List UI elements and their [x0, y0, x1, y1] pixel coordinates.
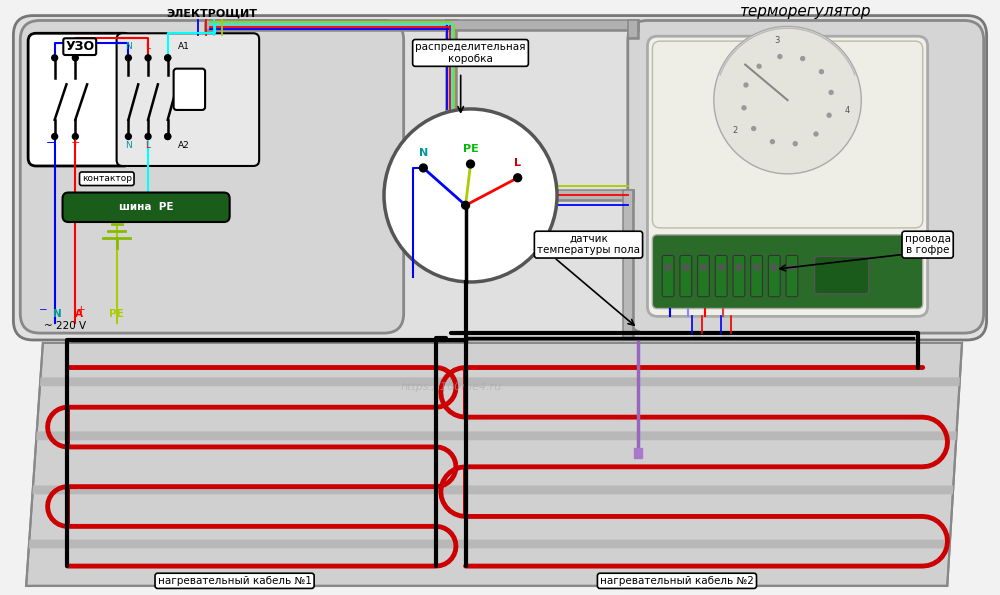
FancyBboxPatch shape: [815, 256, 869, 294]
Polygon shape: [29, 540, 950, 549]
Circle shape: [827, 113, 831, 117]
Circle shape: [165, 133, 171, 139]
Text: −: −: [39, 305, 48, 315]
Circle shape: [771, 264, 777, 270]
Circle shape: [701, 264, 706, 270]
Circle shape: [736, 264, 742, 270]
Circle shape: [145, 55, 151, 61]
FancyBboxPatch shape: [174, 68, 205, 110]
FancyBboxPatch shape: [652, 41, 923, 228]
Polygon shape: [36, 431, 957, 440]
Text: ЭЛЕКТРОЩИТ: ЭЛЕКТРОЩИТ: [166, 8, 257, 18]
Polygon shape: [32, 486, 953, 494]
Text: L: L: [146, 42, 151, 51]
Text: 3: 3: [774, 36, 780, 45]
Circle shape: [742, 106, 746, 109]
Text: +: +: [77, 305, 86, 315]
Text: N: N: [125, 42, 132, 51]
FancyBboxPatch shape: [13, 15, 987, 340]
FancyBboxPatch shape: [733, 255, 745, 297]
Circle shape: [770, 140, 774, 143]
Polygon shape: [26, 343, 962, 585]
FancyBboxPatch shape: [751, 255, 762, 297]
Circle shape: [714, 26, 861, 174]
Text: A2: A2: [178, 142, 189, 151]
Polygon shape: [40, 377, 960, 386]
Circle shape: [467, 160, 474, 168]
Circle shape: [801, 57, 805, 61]
Text: PE: PE: [463, 144, 478, 154]
FancyBboxPatch shape: [768, 255, 780, 297]
Circle shape: [462, 201, 470, 209]
Circle shape: [52, 133, 58, 139]
Text: https://100me4.ru: https://100me4.ru: [400, 382, 501, 392]
Circle shape: [683, 264, 689, 270]
Circle shape: [789, 264, 795, 270]
Text: нагревательный кабель №1: нагревательный кабель №1: [158, 576, 312, 586]
Circle shape: [752, 127, 756, 130]
Text: N: N: [53, 309, 62, 320]
Text: L: L: [514, 158, 521, 168]
Text: распределительная
коробка: распределительная коробка: [415, 42, 526, 64]
FancyBboxPatch shape: [662, 255, 674, 297]
Circle shape: [145, 133, 151, 139]
Text: −: −: [46, 139, 55, 148]
Circle shape: [419, 164, 427, 172]
Circle shape: [718, 264, 724, 270]
Circle shape: [665, 264, 671, 270]
Text: A: A: [75, 309, 83, 320]
FancyBboxPatch shape: [680, 255, 692, 297]
Circle shape: [125, 55, 131, 61]
Circle shape: [744, 83, 748, 87]
Circle shape: [165, 55, 171, 61]
FancyBboxPatch shape: [20, 20, 404, 333]
Text: 2: 2: [733, 126, 738, 135]
FancyBboxPatch shape: [647, 36, 928, 317]
Text: A1: A1: [178, 42, 189, 51]
Text: ~ 220 V: ~ 220 V: [44, 321, 87, 331]
Text: провода
в гофре: провода в гофре: [905, 234, 951, 255]
Bar: [634, 448, 642, 458]
Circle shape: [52, 55, 58, 61]
Text: PE: PE: [109, 309, 124, 320]
Circle shape: [514, 174, 522, 181]
Text: нагревательный кабель №2: нагревательный кабель №2: [600, 576, 754, 586]
Text: терморегулятор: терморегулятор: [740, 4, 871, 18]
Circle shape: [165, 133, 171, 139]
Circle shape: [814, 132, 818, 136]
Text: датчик
температуры пола: датчик температуры пола: [537, 234, 640, 255]
Circle shape: [125, 133, 131, 139]
FancyBboxPatch shape: [715, 255, 727, 297]
FancyBboxPatch shape: [698, 255, 709, 297]
Circle shape: [757, 64, 761, 68]
FancyBboxPatch shape: [63, 193, 230, 222]
Circle shape: [754, 264, 760, 270]
Text: L: L: [146, 142, 151, 151]
Circle shape: [384, 109, 557, 282]
Circle shape: [793, 142, 797, 146]
FancyBboxPatch shape: [628, 20, 984, 333]
Circle shape: [829, 90, 833, 95]
Circle shape: [778, 55, 782, 58]
Text: шина  PE: шина PE: [119, 202, 173, 212]
Text: N: N: [125, 142, 132, 151]
Circle shape: [72, 55, 78, 61]
Text: N: N: [419, 148, 428, 158]
Text: 4: 4: [844, 106, 850, 115]
Text: +: +: [71, 139, 80, 148]
Text: контактор: контактор: [82, 174, 132, 183]
Text: УЗО: УЗО: [65, 40, 94, 53]
Circle shape: [819, 70, 823, 74]
FancyBboxPatch shape: [117, 33, 259, 166]
Circle shape: [165, 55, 171, 61]
FancyBboxPatch shape: [28, 33, 131, 166]
FancyBboxPatch shape: [786, 255, 798, 297]
Circle shape: [72, 133, 78, 139]
FancyBboxPatch shape: [652, 235, 923, 309]
